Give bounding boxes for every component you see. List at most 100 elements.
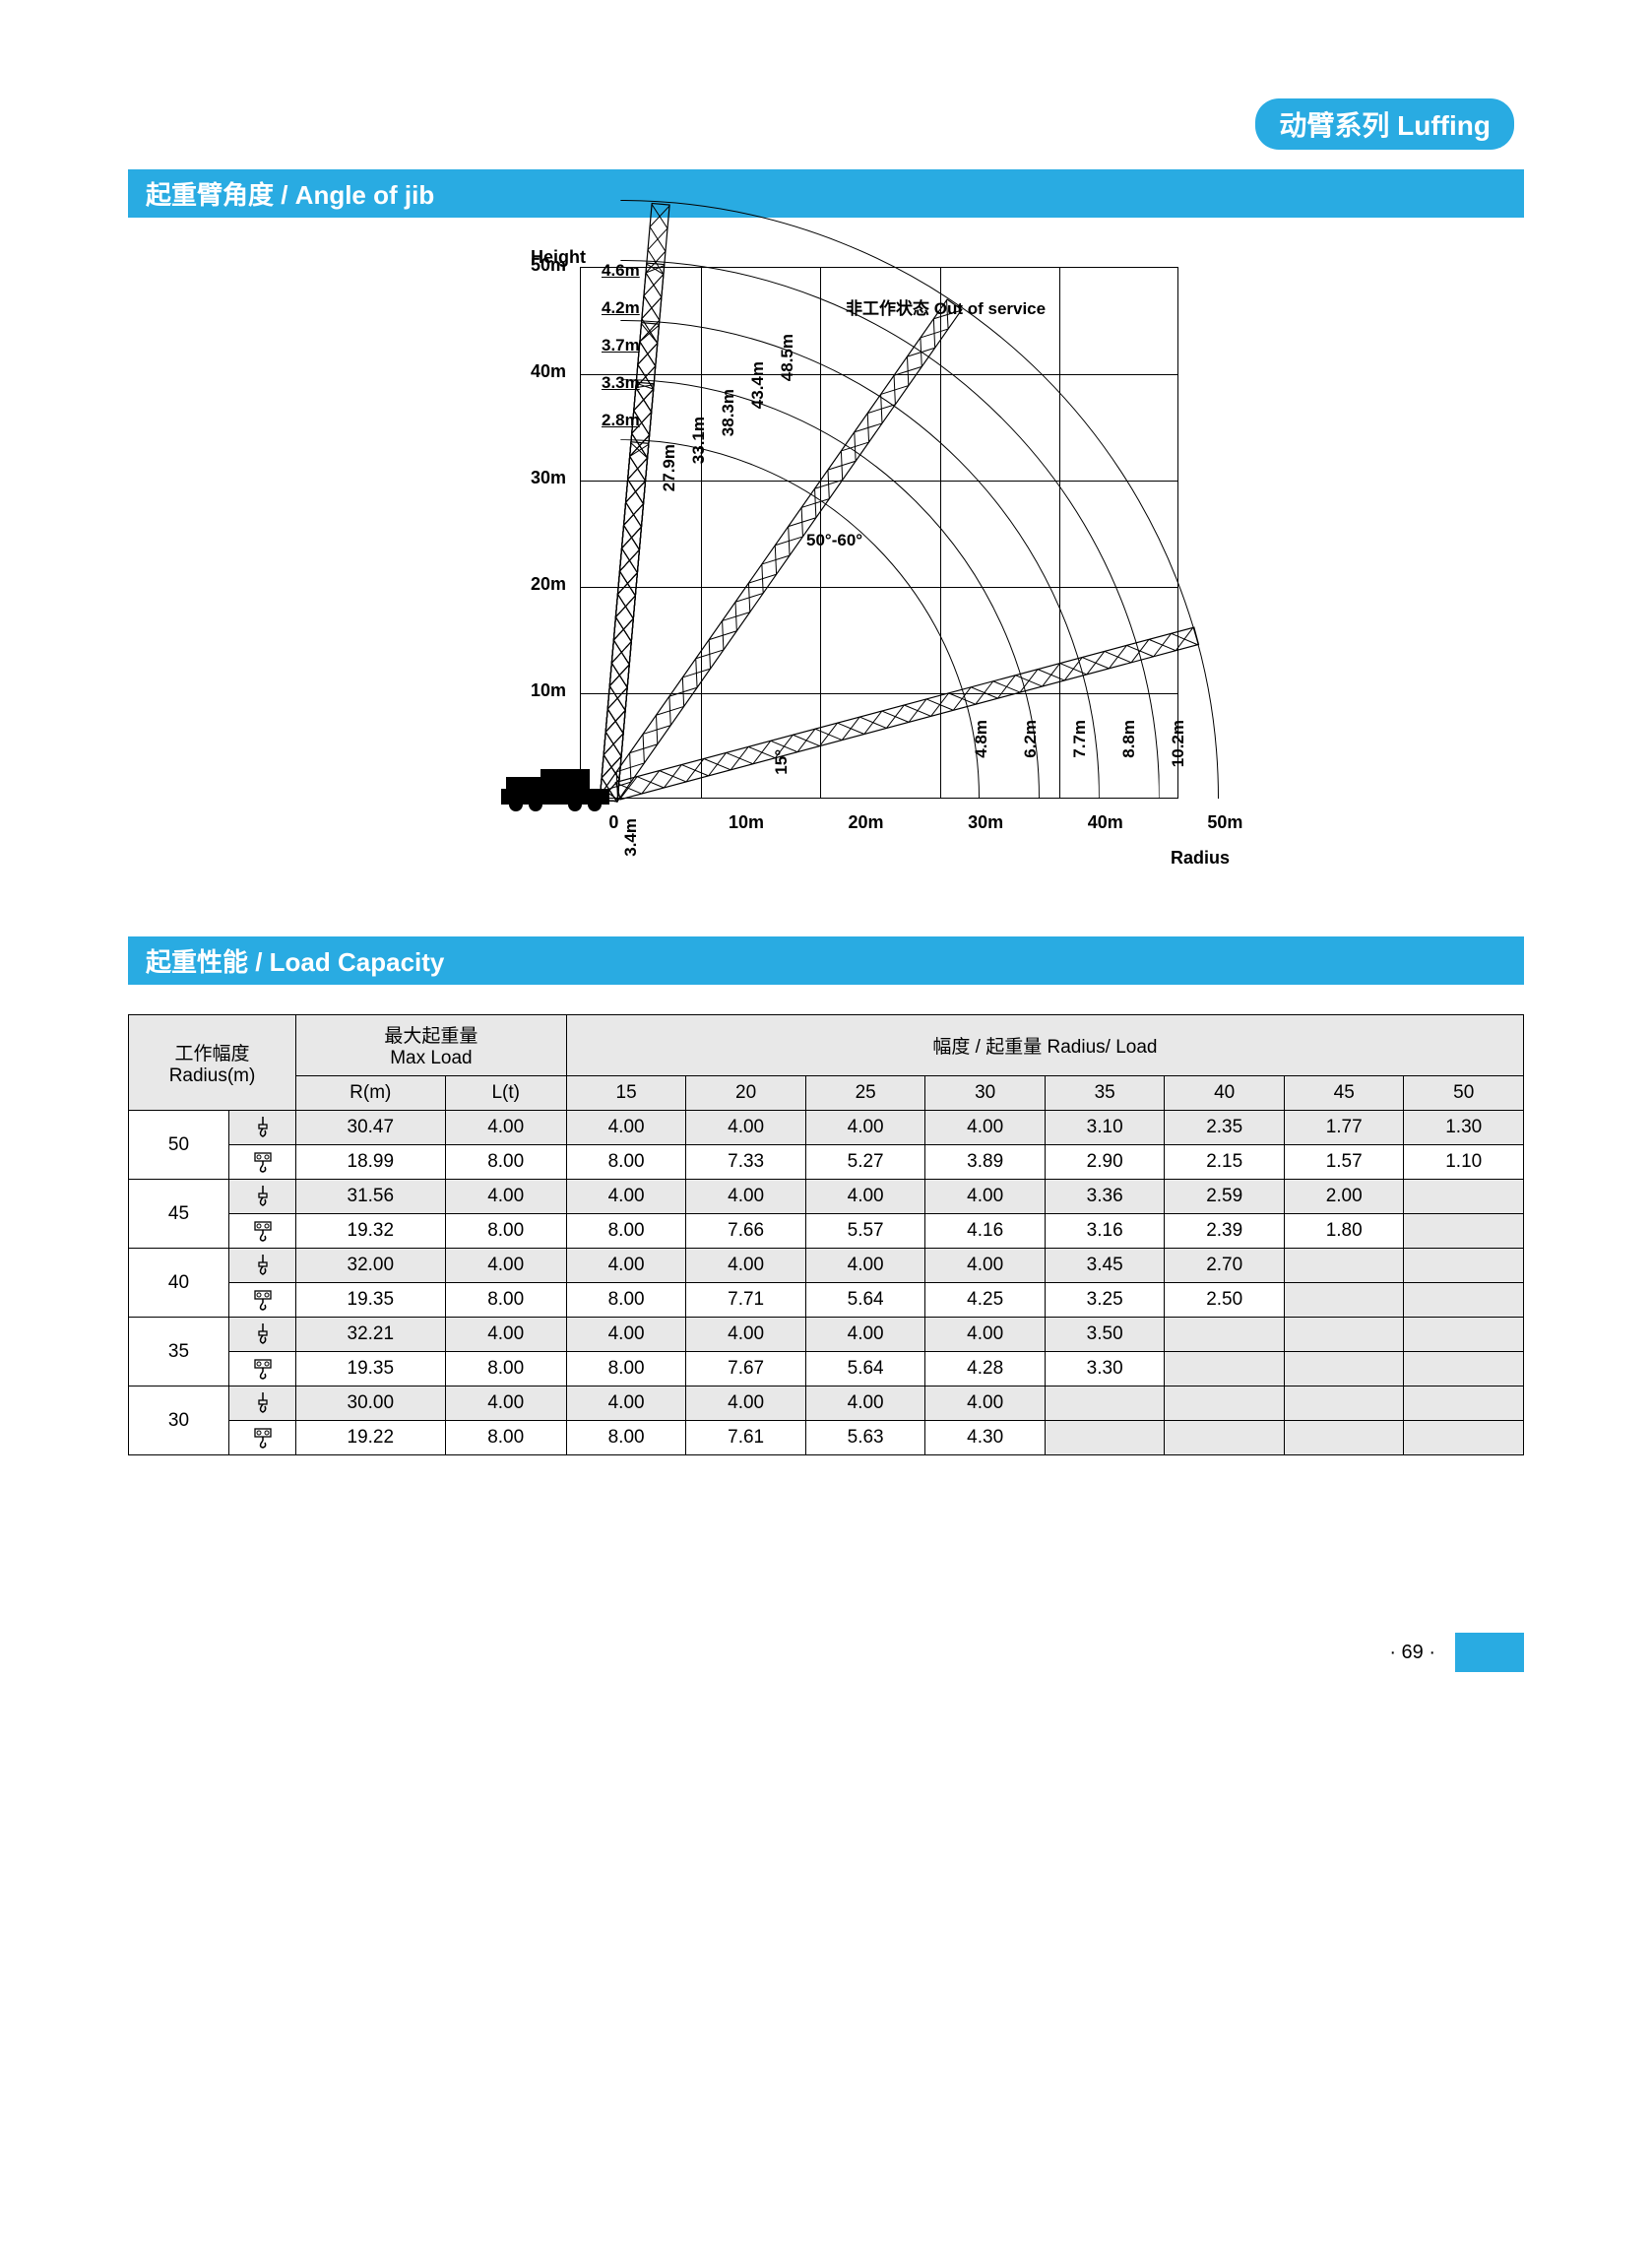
value-cell: 4.00 — [566, 1386, 686, 1421]
value-cell — [1404, 1214, 1524, 1249]
col-radiusload-header: 幅度 / 起重量 Radius/ Load — [566, 1015, 1523, 1076]
table-row: 19.228.008.007.615.634.30 — [129, 1421, 1524, 1455]
value-cell: 4.30 — [925, 1421, 1046, 1455]
top-offset-label: 4.2m — [602, 298, 640, 318]
value-cell: 4.28 — [925, 1352, 1046, 1386]
value-cell — [1284, 1421, 1404, 1455]
single-hook-icon — [252, 1255, 274, 1276]
value-cell: 32.21 — [296, 1318, 446, 1352]
value-cell: 7.67 — [686, 1352, 806, 1386]
table-subheader: 35 — [1045, 1076, 1165, 1111]
value-cell: 4.00 — [686, 1386, 806, 1421]
value-cell: 3.25 — [1045, 1283, 1165, 1318]
value-cell: 4.00 — [925, 1318, 1046, 1352]
hook-type-cell — [229, 1180, 296, 1214]
x-tick: 50m — [1207, 812, 1242, 833]
y-tick: 20m — [531, 574, 566, 595]
radius-cell: 40 — [129, 1249, 229, 1318]
out-of-service-label: 非工作状态 Out of service — [846, 294, 1046, 319]
value-cell — [1404, 1249, 1524, 1283]
value-cell: 1.77 — [1284, 1111, 1404, 1145]
low-height-label: 10.2m — [1169, 720, 1188, 767]
angle-of-jib-diagram: Height Radius 010m20m30m40m50m 010m20m30… — [128, 247, 1524, 877]
x-offset-label: 3.4m — [621, 818, 641, 857]
radius-cell: 30 — [129, 1386, 229, 1455]
table-subheader: 20 — [686, 1076, 806, 1111]
value-cell: 4.00 — [925, 1386, 1046, 1421]
value-cell — [1284, 1352, 1404, 1386]
table-row: 18.998.008.007.335.273.892.902.151.571.1… — [129, 1145, 1524, 1180]
top-offset-label: 3.7m — [602, 336, 640, 355]
value-cell — [1045, 1421, 1165, 1455]
table-subheader: 40 — [1165, 1076, 1285, 1111]
table-subheader: L(t) — [445, 1076, 566, 1111]
page-number: · 69 · — [1389, 1642, 1435, 1664]
value-cell — [1404, 1421, 1524, 1455]
radius-cell: 35 — [129, 1318, 229, 1386]
value-cell: 4.00 — [445, 1180, 566, 1214]
low-height-label: 8.8m — [1119, 720, 1139, 758]
y-tick: 50m — [531, 255, 566, 276]
boom-length-label: 48.5m — [778, 334, 797, 381]
value-cell — [1284, 1386, 1404, 1421]
value-cell: 2.50 — [1165, 1283, 1285, 1318]
boom-length-label: 27.9m — [660, 444, 679, 491]
value-cell — [1404, 1318, 1524, 1352]
value-cell: 4.00 — [686, 1318, 806, 1352]
value-cell: 3.45 — [1045, 1249, 1165, 1283]
single-hook-icon — [252, 1392, 274, 1414]
radius-axis-label: Radius — [1171, 848, 1230, 869]
value-cell: 4.00 — [686, 1180, 806, 1214]
value-cell: 8.00 — [445, 1352, 566, 1386]
single-hook-icon — [252, 1186, 274, 1207]
value-cell: 4.00 — [925, 1111, 1046, 1145]
value-cell: 4.16 — [925, 1214, 1046, 1249]
footer-accent-tab — [1455, 1633, 1524, 1672]
value-cell: 8.00 — [566, 1421, 686, 1455]
table-row: 4531.564.004.004.004.004.003.362.592.00 — [129, 1180, 1524, 1214]
col-radius-header: 工作幅度 Radius(m) — [129, 1015, 296, 1111]
load-capacity-table: 工作幅度 Radius(m) 最大起重量 Max Load 幅度 / 起重量 R… — [128, 1014, 1524, 1455]
value-cell: 19.32 — [296, 1214, 446, 1249]
value-cell: 7.61 — [686, 1421, 806, 1455]
table-row: 4032.004.004.004.004.004.003.452.70 — [129, 1249, 1524, 1283]
value-cell: 7.66 — [686, 1214, 806, 1249]
value-cell: 1.10 — [1404, 1145, 1524, 1180]
value-cell: 1.80 — [1284, 1214, 1404, 1249]
low-height-label: 4.8m — [972, 720, 991, 758]
value-cell: 4.00 — [925, 1249, 1046, 1283]
value-cell: 32.00 — [296, 1249, 446, 1283]
value-cell: 4.00 — [445, 1249, 566, 1283]
top-offset-label: 3.3m — [602, 373, 640, 393]
y-tick: 10m — [531, 680, 566, 701]
value-cell: 8.00 — [445, 1214, 566, 1249]
boom-length-label: 38.3m — [719, 389, 738, 436]
table-subheader: 30 — [925, 1076, 1046, 1111]
double-hook-icon — [250, 1151, 276, 1173]
boom-length-label: 43.4m — [748, 361, 768, 409]
value-cell: 4.00 — [925, 1180, 1046, 1214]
angle-range-label: 50°-60° — [806, 531, 862, 550]
value-cell: 4.00 — [686, 1111, 806, 1145]
y-tick: 40m — [531, 361, 566, 382]
crane-base-icon — [501, 759, 619, 813]
table-subheader: 45 — [1284, 1076, 1404, 1111]
hook-type-cell — [229, 1352, 296, 1386]
low-height-label: 6.2m — [1021, 720, 1041, 758]
section-load-capacity-title: 起重性能 / Load Capacity — [128, 936, 1524, 985]
value-cell: 8.00 — [566, 1145, 686, 1180]
col-maxload-header: 最大起重量 Max Load — [296, 1015, 567, 1076]
value-cell: 19.35 — [296, 1352, 446, 1386]
value-cell: 4.00 — [566, 1249, 686, 1283]
value-cell: 1.30 — [1404, 1111, 1524, 1145]
double-hook-icon — [250, 1358, 276, 1380]
value-cell: 30.00 — [296, 1386, 446, 1421]
double-hook-icon — [250, 1427, 276, 1449]
value-cell: 19.35 — [296, 1283, 446, 1318]
hook-type-cell — [229, 1111, 296, 1145]
single-hook-icon — [252, 1323, 274, 1345]
radius-cell: 50 — [129, 1111, 229, 1180]
value-cell: 3.16 — [1045, 1214, 1165, 1249]
top-offset-label: 2.8m — [602, 411, 640, 430]
series-badge: 动臂系列 Luffing — [1255, 98, 1514, 150]
